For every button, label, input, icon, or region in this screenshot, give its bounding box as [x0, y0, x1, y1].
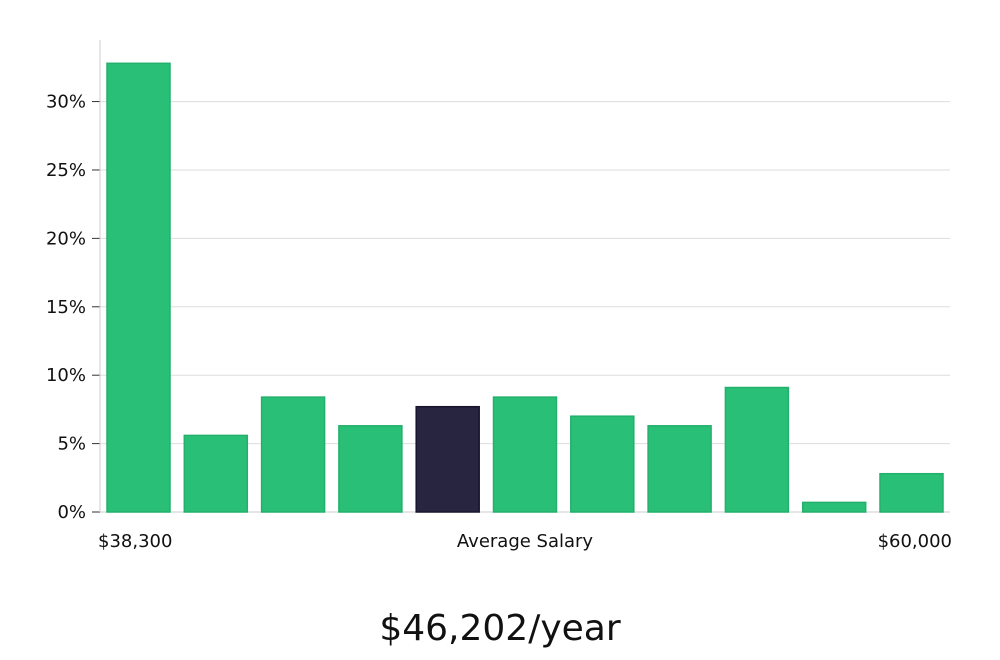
bar [492, 396, 558, 513]
average-salary-value: $46,202/year [379, 608, 621, 649]
bar [183, 434, 249, 513]
salary-histogram: 0% 5% 10% 15% 20% 25% 30% $38,300 Average Sala… [46, 40, 952, 552]
y-axis-ticks: 0% 5% 10% 15% 20% 25% 30% [46, 92, 100, 523]
y-tick-label: 15% [46, 297, 86, 318]
y-tick-label: 25% [46, 160, 86, 181]
bar [879, 472, 944, 513]
bar-average-salary [415, 405, 480, 513]
bars [106, 62, 944, 513]
x-label-average: Average Salary [457, 531, 594, 552]
y-tick-label: 0% [57, 502, 86, 523]
bar [724, 386, 790, 513]
bar [106, 62, 171, 513]
y-tick-label: 30% [46, 92, 86, 113]
bar [647, 425, 712, 513]
y-tick-label: 5% [57, 434, 86, 455]
bar [570, 415, 635, 513]
bar [801, 501, 867, 513]
bar [338, 425, 403, 513]
y-tick-label: 10% [46, 365, 86, 386]
y-tick-label: 20% [46, 228, 86, 249]
x-label-min: $38,300 [98, 531, 172, 552]
x-label-max: $60,000 [878, 531, 952, 552]
bar [260, 396, 326, 513]
